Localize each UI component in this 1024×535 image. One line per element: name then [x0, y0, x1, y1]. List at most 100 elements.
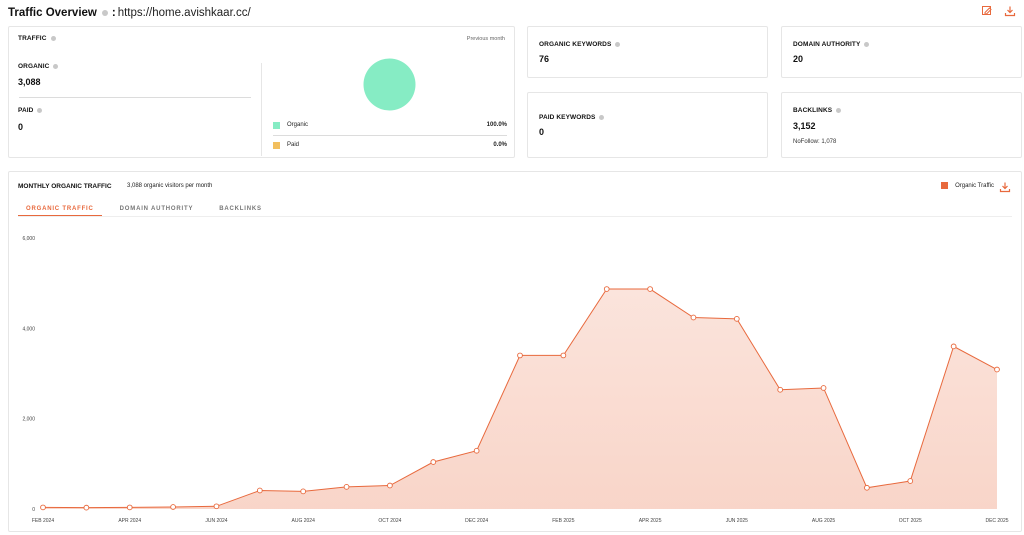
x-tick-label: DEC 2024 [465, 518, 488, 524]
data-point[interactable] [40, 504, 46, 511]
download-icon[interactable] [1004, 5, 1016, 17]
info-icon[interactable] [101, 10, 108, 16]
data-point[interactable] [213, 503, 220, 510]
backlinks-label: BACKLINKS [793, 107, 842, 114]
data-point[interactable] [777, 386, 784, 393]
download-icon[interactable] [999, 181, 1011, 193]
y-tick-label: 6,000 [22, 236, 35, 242]
data-point[interactable] [950, 343, 957, 350]
organic-keywords-label-text: ORGANIC KEYWORDS [539, 41, 612, 48]
info-icon[interactable] [864, 42, 870, 47]
data-point[interactable] [907, 478, 914, 484]
organic-label: ORGANIC [18, 63, 59, 70]
legend-swatch [941, 182, 949, 189]
x-tick-label: OCT 2025 [899, 518, 922, 524]
data-point[interactable] [430, 459, 437, 465]
info-icon[interactable] [53, 64, 59, 69]
info-icon[interactable] [599, 115, 605, 120]
divider [273, 135, 507, 136]
monthly-traffic-card: 0 2,000 4,000 6,000 FEB 2024 APR 2024 JUN 2024… [8, 171, 1022, 532]
x-tick-label: FEB 2025 [552, 518, 574, 524]
legend-pct-paid: 0.0% [493, 142, 507, 148]
x-tick-label: JUN 2025 [726, 518, 748, 524]
header-actions [981, 5, 1016, 17]
tabs-divider [18, 216, 1012, 217]
organic-label-text: ORGANIC [18, 63, 50, 70]
paid-swatch [273, 141, 280, 149]
page-title: Traffic Overview [8, 7, 97, 19]
x-tick-label: OCT 2024 [378, 518, 401, 524]
organic-swatch [273, 121, 280, 129]
legend-pct-organic: 100.0% [486, 122, 507, 128]
page-header: Traffic Overview : https://home.avishkaa… [8, 5, 251, 21]
x-tick-label: APR 2024 [118, 518, 141, 524]
data-point[interactable] [647, 286, 653, 292]
paid-keywords-label: PAID KEYWORDS [539, 114, 605, 121]
info-icon[interactable] [836, 108, 842, 113]
traffic-label: TRAFFIC [18, 35, 56, 42]
divider [261, 63, 262, 156]
legend-label: Organic Traffic [955, 182, 994, 189]
x-tick-label: APR 2025 [639, 518, 662, 524]
domain-authority-card: DOMAIN AUTHORITY 20 [781, 26, 1022, 78]
paid-label-text: PAID [18, 107, 34, 114]
y-tick-label: 0 [32, 507, 35, 513]
info-icon[interactable] [50, 36, 56, 41]
y-tick-label: 2,000 [22, 417, 35, 423]
pie-slice-organic[interactable] [363, 58, 416, 111]
x-tick-label: JUN 2024 [205, 518, 227, 524]
paid-label: PAID [18, 107, 43, 114]
x-tick-label: AUG 2025 [812, 518, 836, 524]
data-point[interactable] [864, 484, 870, 491]
data-point[interactable] [256, 487, 263, 494]
backlinks-card: BACKLINKS 3,152 NoFollow: 1,078 [781, 92, 1022, 158]
organic-value: 3,088 [18, 77, 41, 87]
organic-keywords-card: ORGANIC KEYWORDS 76 [527, 26, 768, 78]
edit-report-icon[interactable] [981, 5, 993, 17]
tab-organic-traffic[interactable]: ORGANIC TRAFFIC [18, 206, 102, 216]
tab-backlinks[interactable]: BACKLINKS [219, 206, 262, 212]
nofollow-count: NoFollow: 1,078 [793, 139, 837, 145]
legend-row-paid: Paid 0.0% [273, 139, 507, 151]
legend-row-organic: Organic 100.0% [273, 119, 507, 131]
data-point[interactable] [473, 447, 480, 454]
domain-authority-label: DOMAIN AUTHORITY [793, 41, 870, 48]
traffic-label-text: TRAFFIC [18, 35, 47, 42]
info-icon[interactable] [37, 108, 43, 113]
x-tick-label: FEB 2024 [32, 518, 54, 524]
paid-keywords-value: 0 [539, 127, 545, 137]
data-point[interactable] [343, 484, 350, 490]
data-point[interactable] [300, 488, 307, 495]
data-point[interactable] [517, 352, 523, 359]
data-point[interactable] [126, 504, 133, 511]
page-url: https://home.avishkaar.cc/ [117, 7, 251, 19]
data-point[interactable] [83, 504, 90, 511]
data-point[interactable] [560, 352, 567, 359]
legend-label-organic: Organic [287, 122, 309, 128]
x-tick-label: AUG 2024 [292, 518, 316, 524]
monthly-traffic-title: MONTHLY ORGANIC TRAFFIC [18, 183, 112, 190]
paid-keywords-card: PAID KEYWORDS 0 [527, 92, 768, 158]
paid-value: 0 [18, 122, 24, 132]
monthly-traffic-subtitle: 3,088 organic visitors per month [127, 183, 213, 189]
data-point[interactable] [820, 385, 827, 391]
domain-authority-value: 20 [793, 54, 804, 64]
data-point[interactable] [994, 366, 1000, 373]
domain-authority-label-text: DOMAIN AUTHORITY [793, 41, 861, 48]
info-icon[interactable] [615, 42, 621, 47]
period-label: Previous month [466, 36, 505, 42]
series-area [43, 289, 997, 509]
title-separator: : [111, 7, 116, 19]
y-tick-label: 4,000 [22, 326, 35, 332]
data-point[interactable] [603, 286, 610, 292]
tab-domain-authority[interactable]: DOMAIN AUTHORITY [119, 206, 194, 212]
x-tick-label: DEC 2025 [985, 518, 1008, 524]
data-point[interactable] [387, 482, 393, 489]
data-point[interactable] [690, 314, 697, 321]
chart-tabs: ORGANIC TRAFFIC DOMAIN AUTHORITY BACKLIN… [18, 206, 280, 216]
data-point[interactable] [733, 315, 740, 322]
data-point[interactable] [170, 504, 176, 510]
backlinks-value: 3,152 [793, 121, 816, 131]
chart-legend[interactable]: Organic Traffic [941, 182, 994, 189]
organic-keywords-value: 76 [539, 54, 550, 64]
